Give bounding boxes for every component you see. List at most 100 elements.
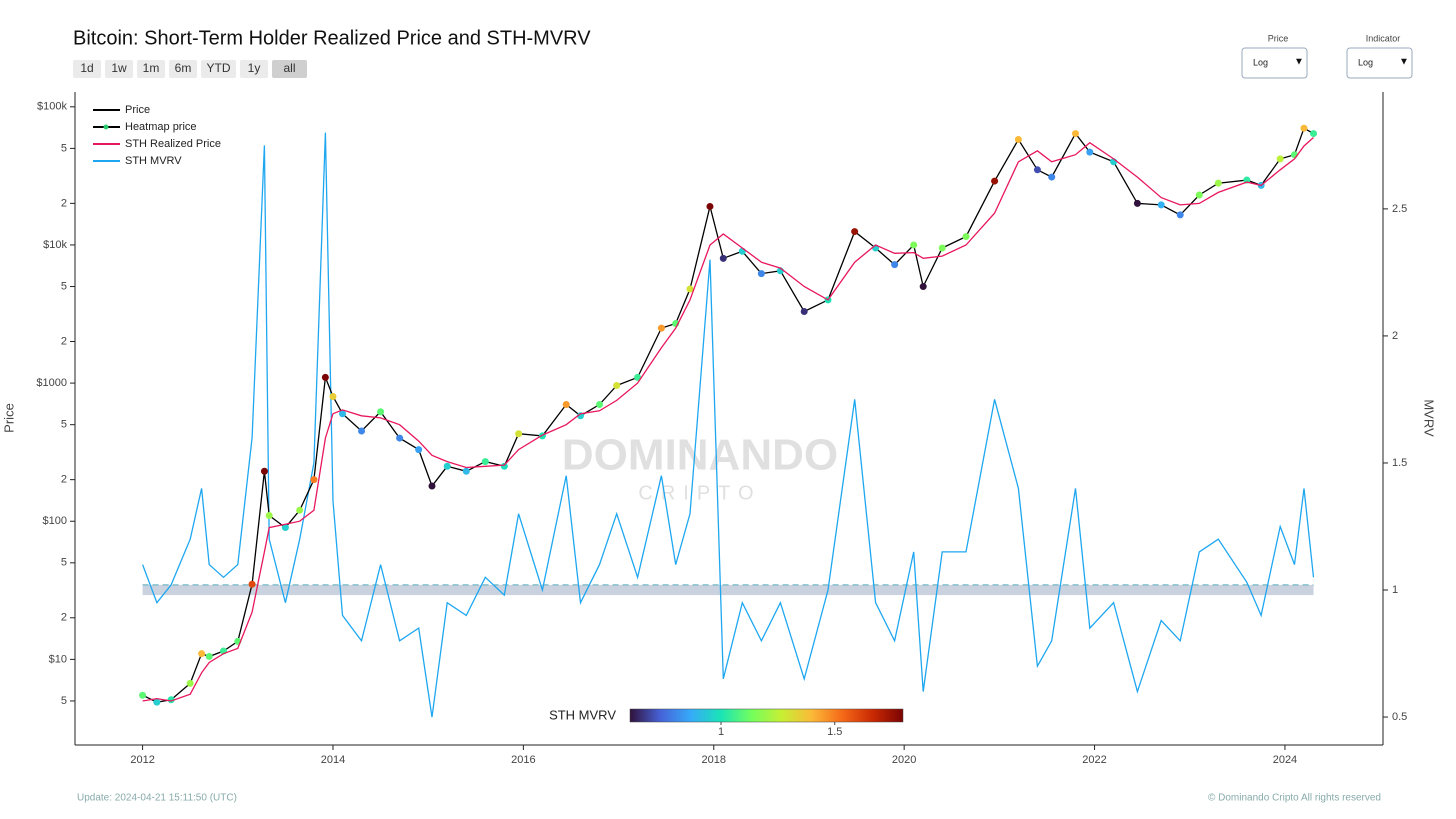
heatmap-point xyxy=(1195,191,1203,199)
range-button-label[interactable]: 6m xyxy=(175,61,192,75)
reference-band xyxy=(142,584,1314,596)
heatmap-point xyxy=(910,241,918,249)
range-button-bg[interactable] xyxy=(137,60,165,78)
heatmap-point xyxy=(1276,155,1284,163)
x-tick-label: 2024 xyxy=(1273,754,1297,766)
colorbar-tick-label: 1.5 xyxy=(827,726,842,738)
heatmap-point xyxy=(167,696,175,704)
range-button-bg[interactable] xyxy=(272,60,307,78)
y-tick-label: $100k xyxy=(37,101,67,113)
heatmap-point xyxy=(596,400,604,408)
dropdown[interactable]: Log ▼ xyxy=(1346,47,1413,79)
series-line xyxy=(141,132,1315,718)
range-button-bg[interactable] xyxy=(105,60,133,78)
y-tick-label: $100 xyxy=(43,515,67,527)
x-tick-label: 2022 xyxy=(1082,754,1106,766)
y-axis-title: Price xyxy=(1,403,16,433)
heatmap-point xyxy=(1014,135,1022,143)
watermark: CRIPTO xyxy=(638,482,761,504)
dropdown-value[interactable]: Log xyxy=(1358,57,1373,67)
range-button-bg[interactable] xyxy=(169,60,197,78)
heatmap-point xyxy=(462,467,470,475)
heatmap-point xyxy=(310,476,318,484)
dropdown-arrow[interactable]: ▼ xyxy=(1399,57,1409,68)
heatmap-point xyxy=(428,482,436,490)
heatmap-point xyxy=(296,506,304,514)
range-button-label[interactable]: 1w xyxy=(111,61,127,75)
y-tick-label: $10 xyxy=(49,653,67,665)
heatmap-point xyxy=(153,698,161,706)
heatmap-point xyxy=(139,691,147,699)
heatmap-point xyxy=(443,462,451,470)
y-tick-label: 2 xyxy=(61,612,67,624)
y2-tick-label: 1.5 xyxy=(1392,457,1407,469)
range-button[interactable]: all xyxy=(272,60,307,78)
heatmap-point xyxy=(719,254,727,262)
heatmap-point xyxy=(248,580,256,588)
y-tick-label: $1000 xyxy=(36,377,67,389)
copyright: © Dominando Cripto All rights reserved xyxy=(1208,793,1381,804)
dropdown-arrow[interactable]: ▼ xyxy=(1294,57,1304,68)
heatmap-point xyxy=(265,512,273,520)
heatmap-point xyxy=(281,524,289,532)
range-button[interactable]: 1y xyxy=(240,60,268,78)
range-button-bg[interactable] xyxy=(240,60,268,78)
heatmap-point xyxy=(706,202,714,210)
heatmap-point xyxy=(1033,166,1041,174)
dropdown-label: Price xyxy=(1268,33,1289,43)
range-button[interactable]: 1d xyxy=(73,60,101,78)
heatmap-point xyxy=(991,177,999,185)
x-tick-label: 2020 xyxy=(892,754,916,766)
colorbar-title: STH MVRV xyxy=(549,707,616,722)
x-tick-label: 2018 xyxy=(702,754,726,766)
heatmap-point xyxy=(657,324,665,332)
heatmap-point xyxy=(891,261,899,269)
dropdown[interactable]: Log ▼ xyxy=(1241,47,1308,79)
dropdown-label: Indicator xyxy=(1366,33,1401,43)
heatmap-point xyxy=(358,427,366,435)
heatmap-point xyxy=(500,462,508,470)
heatmap-point xyxy=(415,446,423,454)
y-tick-label: 2 xyxy=(61,197,67,209)
dropdown-box[interactable] xyxy=(1241,47,1308,79)
x-tick-label: 2016 xyxy=(511,754,535,766)
legend-label: STH Realized Price xyxy=(125,138,221,150)
legend-label: Heatmap price xyxy=(125,121,197,133)
heatmap-point xyxy=(562,400,570,408)
heatmap-point xyxy=(962,233,970,241)
heatmap-point xyxy=(1310,130,1318,138)
dropdown-value[interactable]: Log xyxy=(1253,57,1268,67)
heatmap-point xyxy=(1086,148,1094,156)
range-button-label[interactable]: 1y xyxy=(248,61,261,75)
range-button[interactable]: 1w xyxy=(105,60,133,78)
range-button[interactable]: YTD xyxy=(201,60,236,78)
x-tick-label: 2014 xyxy=(321,754,345,766)
range-button-bg[interactable] xyxy=(201,60,236,78)
range-button[interactable]: 6m xyxy=(169,60,197,78)
range-button-label[interactable]: all xyxy=(283,61,295,75)
heatmap-point xyxy=(186,679,194,687)
range-button-label[interactable]: 1m xyxy=(143,61,160,75)
legend-label: Price xyxy=(125,104,150,116)
range-button-label[interactable]: YTD xyxy=(207,61,231,75)
series-line xyxy=(142,137,1314,702)
heatmap-point xyxy=(396,434,404,442)
y-tick-label: 5 xyxy=(61,142,67,154)
update-note: Update: 2024-04-21 15:11:50 (UTC) xyxy=(77,793,237,804)
legend-label: STH MVRV xyxy=(125,155,182,167)
heatmap-point xyxy=(260,467,268,475)
dropdown-box[interactable] xyxy=(1346,47,1413,79)
heatmap-point xyxy=(919,283,927,291)
heatmap-point xyxy=(800,307,808,315)
heatmap-point xyxy=(377,408,385,416)
heatmap-point xyxy=(329,392,337,400)
y2-tick-label: 1 xyxy=(1392,584,1398,596)
heatmap-point xyxy=(1048,173,1056,181)
range-button[interactable]: 1m xyxy=(137,60,165,78)
heatmap-point xyxy=(1243,176,1251,184)
range-button-bg[interactable] xyxy=(73,60,101,78)
range-button-label[interactable]: 1d xyxy=(80,61,93,75)
y-tick-label: 5 xyxy=(61,419,67,431)
heatmap-point xyxy=(198,650,206,658)
